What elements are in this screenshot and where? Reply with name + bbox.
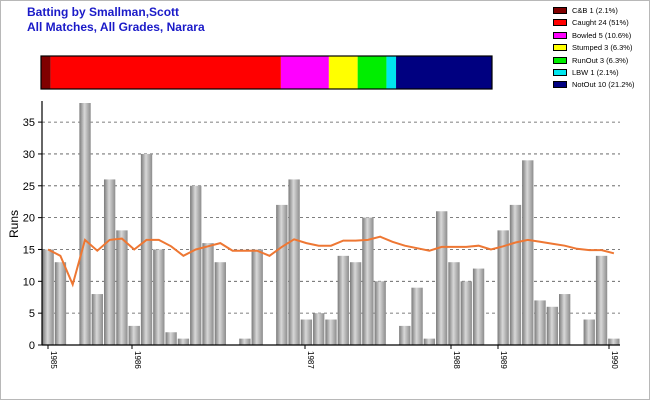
bar <box>251 249 263 345</box>
bar <box>522 160 534 345</box>
x-tick-label: 1986 <box>133 351 142 369</box>
chart-subtitle: All Matches, All Grades, Narara <box>27 20 205 34</box>
y-tick-label: 30 <box>23 149 35 161</box>
bar <box>300 319 313 345</box>
bar <box>436 211 448 345</box>
x-tick-label: 1985 <box>49 351 58 369</box>
legend-label: C&B 1 (2.1%) <box>572 6 618 15</box>
x-tick-label: 1987 <box>306 351 315 369</box>
bar <box>153 249 165 345</box>
legend-swatch <box>553 44 567 52</box>
legend-swatch <box>553 19 567 27</box>
bar <box>497 230 509 345</box>
y-tick-label: 0 <box>29 340 35 352</box>
bar <box>509 204 522 345</box>
legend-swatch <box>553 7 567 14</box>
bar <box>472 268 485 345</box>
y-tick-label: 35 <box>23 117 35 129</box>
bar <box>190 185 202 345</box>
y-tick-label: 20 <box>23 213 35 225</box>
dismissal-segment <box>396 56 492 89</box>
legend-label: Caught 24 (51%) <box>572 18 629 28</box>
bar <box>177 338 190 345</box>
bar <box>399 325 411 345</box>
bar <box>595 255 608 345</box>
bar <box>288 179 300 345</box>
bar <box>116 230 128 345</box>
bar <box>313 313 325 345</box>
dismissal-segment <box>50 56 281 89</box>
legend-swatch <box>553 31 567 39</box>
dismissal-segment <box>328 56 358 89</box>
x-tick-label: 1989 <box>499 351 508 369</box>
bar <box>583 319 595 345</box>
bar <box>337 255 349 345</box>
bar <box>423 338 436 345</box>
bar <box>202 243 214 345</box>
bar <box>276 204 288 345</box>
dismissal-segment <box>386 56 397 89</box>
y-tick-label: 10 <box>23 276 35 288</box>
y-axis-label: Runs <box>7 210 21 238</box>
legend-label: Bowled 5 (10.6%) <box>572 30 632 40</box>
bar <box>140 153 153 345</box>
bar <box>349 262 362 345</box>
bar <box>608 338 620 345</box>
bar <box>534 300 546 345</box>
dismissal-segment <box>41 56 51 89</box>
dismissal-strip-border <box>40 55 493 90</box>
bar <box>411 287 423 345</box>
dismissal-segment <box>280 56 329 89</box>
y-tick-label: 15 <box>23 244 35 256</box>
legend-label: NotOut 10 (21.2%) <box>572 80 635 90</box>
bar <box>559 294 571 345</box>
bar <box>214 262 226 345</box>
bar <box>546 306 559 345</box>
bar <box>128 325 140 345</box>
bar <box>79 103 91 345</box>
bar <box>448 262 460 345</box>
bar <box>103 179 116 345</box>
x-tick-label: 1990 <box>610 351 619 369</box>
bar <box>374 281 386 345</box>
bar <box>325 319 337 345</box>
chart-title: Batting by Smallman,Scott <box>27 5 180 19</box>
legend-label: RunOut 3 (6.3%) <box>572 55 629 65</box>
legend-swatch <box>553 81 567 89</box>
legend-swatch <box>553 68 567 76</box>
legend-label: Stumped 3 (6.3%) <box>572 43 633 53</box>
bar <box>42 249 54 345</box>
bar <box>91 294 103 345</box>
bar <box>460 281 472 345</box>
average-line <box>47 235 615 288</box>
x-tick-label: 1988 <box>452 351 461 369</box>
bar <box>362 217 374 345</box>
legend-swatch <box>553 56 567 64</box>
y-tick-label: 25 <box>23 181 35 193</box>
bar <box>239 338 251 345</box>
legend-label: LBW 1 (2.1%) <box>572 67 619 77</box>
bar <box>165 332 177 345</box>
bar <box>54 262 67 345</box>
y-tick-label: 5 <box>29 308 35 320</box>
dismissal-segment <box>357 56 387 89</box>
